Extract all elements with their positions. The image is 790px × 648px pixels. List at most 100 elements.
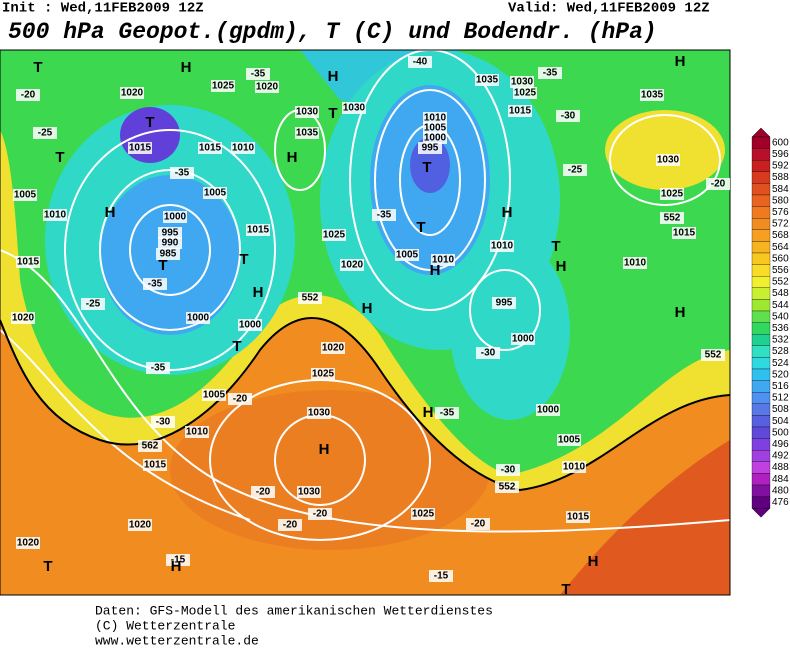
label-box bbox=[418, 142, 442, 154]
pressure-center: T bbox=[561, 581, 570, 598]
contour-label: 1035 bbox=[641, 90, 664, 101]
label-box bbox=[143, 278, 167, 290]
contour-label: 1025 bbox=[514, 88, 537, 99]
label-box bbox=[492, 297, 516, 309]
colorbar-label: 500 bbox=[772, 427, 789, 438]
contour-label: 1000 bbox=[187, 313, 210, 324]
contour-label: 1015 bbox=[247, 225, 270, 236]
colorbar-swatch bbox=[751, 171, 771, 184]
contour-label: 1030 bbox=[657, 155, 680, 166]
contour-label: 990 bbox=[162, 238, 179, 249]
label-box bbox=[231, 142, 255, 154]
colorbar-swatch bbox=[751, 160, 771, 172]
label-box bbox=[623, 257, 647, 269]
pressure-center: T bbox=[239, 251, 248, 268]
contour-label: 1010 bbox=[624, 258, 647, 269]
label-box bbox=[475, 74, 499, 86]
label-box bbox=[246, 68, 270, 80]
label-box bbox=[660, 212, 684, 224]
pressure-center: T bbox=[551, 238, 560, 255]
label-box bbox=[211, 80, 235, 92]
colorbar-label: 520 bbox=[772, 369, 789, 380]
colorbar-swatch bbox=[751, 426, 771, 439]
contour-label: 1020 bbox=[256, 82, 279, 93]
colorbar-swatch bbox=[751, 368, 771, 381]
contour-label: 1015 bbox=[144, 460, 167, 471]
contour-label: -30 bbox=[481, 348, 496, 359]
label-box bbox=[158, 237, 182, 249]
colorbar-label: 528 bbox=[772, 346, 789, 357]
label-box bbox=[166, 554, 190, 566]
colorbar-label: 584 bbox=[772, 184, 789, 195]
label-box bbox=[435, 407, 459, 419]
contour-label: -15 bbox=[434, 571, 449, 582]
contour-label: -35 bbox=[148, 279, 163, 290]
colorbar-swatch bbox=[751, 252, 771, 265]
colorbar-swatch bbox=[751, 287, 771, 300]
contour-label: -20 bbox=[256, 487, 271, 498]
contour-label: 562 bbox=[142, 441, 159, 452]
colorbar-swatch bbox=[751, 148, 771, 161]
contour-label: 1010 bbox=[563, 462, 586, 473]
contour-label: 1030 bbox=[298, 487, 321, 498]
label-box bbox=[408, 56, 432, 68]
colorbar-swatch bbox=[751, 310, 771, 323]
colorbar-label: 516 bbox=[772, 381, 789, 392]
contour-label: 1020 bbox=[17, 538, 40, 549]
label-box bbox=[170, 167, 194, 179]
contour-label: 1020 bbox=[322, 343, 345, 354]
label-box bbox=[138, 440, 162, 452]
colorbar-label: 556 bbox=[772, 265, 789, 276]
label-box bbox=[640, 89, 664, 101]
contour-label: 1015 bbox=[673, 228, 696, 239]
contour-label: 1000 bbox=[512, 334, 535, 345]
colorbar-swatch bbox=[751, 473, 771, 486]
contour-label: 1015 bbox=[199, 143, 222, 154]
contour-label: -30 bbox=[501, 465, 516, 476]
pressure-center: T bbox=[43, 558, 52, 575]
contour-label: 1025 bbox=[323, 230, 346, 241]
contour-label: 1025 bbox=[661, 189, 684, 200]
contour-label: 995 bbox=[162, 228, 179, 239]
label-box bbox=[411, 508, 435, 520]
colorbar-swatch bbox=[751, 276, 771, 288]
contour-label: -20 bbox=[233, 394, 248, 405]
colorbar-label: 576 bbox=[772, 207, 789, 218]
label-box bbox=[423, 132, 447, 144]
pressure-center: T bbox=[416, 219, 425, 236]
colorbar-label: 524 bbox=[772, 358, 789, 369]
label-box bbox=[128, 142, 152, 154]
label-box bbox=[495, 481, 519, 493]
colorbar-swatch bbox=[751, 241, 771, 254]
label-box bbox=[11, 312, 35, 324]
label-box bbox=[511, 333, 535, 345]
contour-label: 1020 bbox=[341, 260, 364, 271]
colorbar-swatch bbox=[751, 299, 771, 312]
contour-label: 1010 bbox=[432, 255, 455, 266]
pressure-center: H bbox=[675, 304, 686, 321]
contour-label: 552 bbox=[664, 213, 681, 224]
label-box bbox=[16, 89, 40, 101]
contour-label: -20 bbox=[21, 90, 36, 101]
colorbar-swatch bbox=[751, 415, 771, 428]
contour-label: 552 bbox=[499, 482, 516, 493]
label-box bbox=[295, 106, 319, 118]
label-box bbox=[156, 248, 180, 260]
colorbar-label: 480 bbox=[772, 485, 789, 496]
contour-label: 1030 bbox=[308, 408, 331, 419]
label-box bbox=[143, 459, 167, 471]
pressure-center: H bbox=[362, 300, 373, 317]
pressure-center: T bbox=[145, 114, 154, 131]
contour-label: -20 bbox=[313, 509, 328, 520]
label-box bbox=[298, 292, 322, 304]
pressure-center: H bbox=[556, 258, 567, 275]
label-box bbox=[246, 224, 270, 236]
label-box bbox=[660, 188, 684, 200]
contour-label: 1035 bbox=[476, 75, 499, 86]
contour-label: 1025 bbox=[412, 509, 435, 520]
label-box bbox=[307, 407, 331, 419]
colorbar-swatch bbox=[751, 206, 771, 219]
pressure-center: H bbox=[253, 284, 264, 301]
contour-label: -35 bbox=[151, 363, 166, 374]
